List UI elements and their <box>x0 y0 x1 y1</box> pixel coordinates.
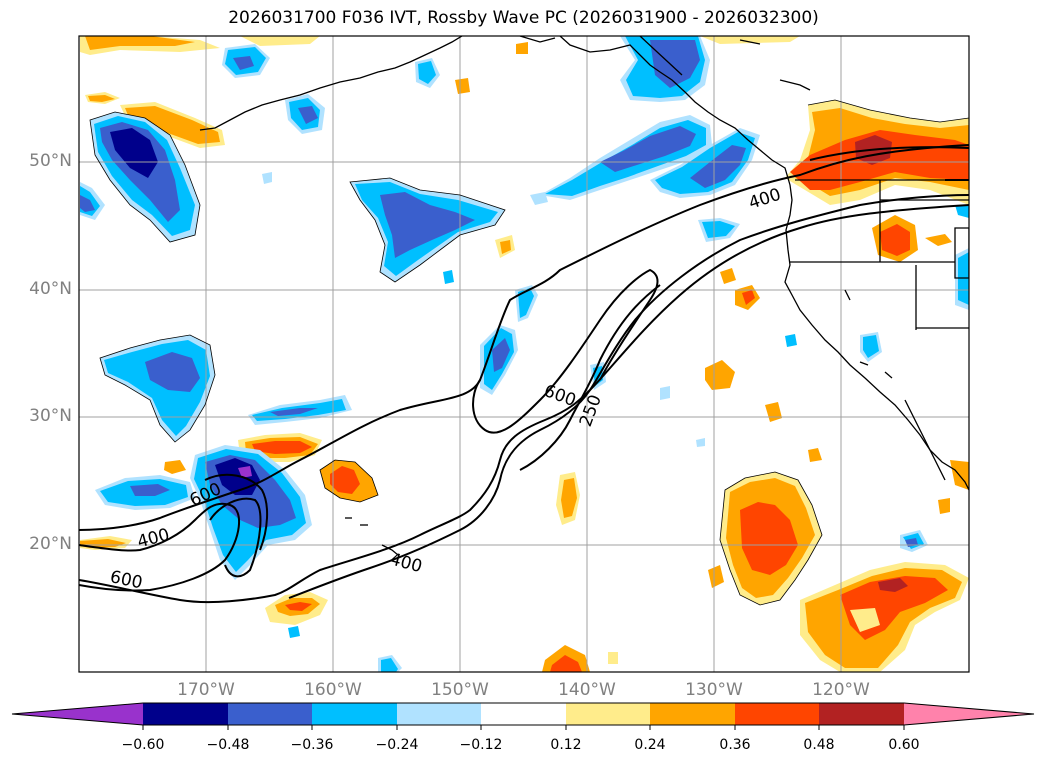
positive-patch-hawaii-east <box>320 460 378 502</box>
colorbar-tick-label: −0.60 <box>121 737 165 753</box>
negative-patch-alaska-coast <box>540 36 760 242</box>
negative-patch-gulf <box>350 178 505 282</box>
lon-label: 130°W <box>685 680 743 700</box>
colorbar-tick-label: −0.36 <box>290 737 334 753</box>
contour-label: 400 <box>388 549 425 577</box>
colorbar-bin <box>312 703 397 725</box>
contour-label: 400 <box>135 525 172 553</box>
positive-patch-nevada <box>872 215 952 262</box>
lon-label: 160°W <box>304 680 362 700</box>
negative-patch-central-pacific <box>100 335 215 442</box>
lon-label: 170°W <box>177 680 235 700</box>
lon-label: 150°W <box>431 680 489 700</box>
map-frame <box>78 35 970 673</box>
colorbar-tick-label: 0.12 <box>550 737 582 753</box>
colorbar-bin <box>481 703 566 725</box>
colorbar-extend-low <box>12 703 143 725</box>
colorbar-tick-label: 0.48 <box>803 737 835 753</box>
lon-label: 120°W <box>812 680 870 700</box>
colorbar-bin <box>735 703 819 725</box>
colorbar-bin <box>143 703 228 725</box>
lat-label: 50°N <box>29 151 72 171</box>
lon-label: 140°W <box>558 680 616 700</box>
positive-patch-south-central <box>720 472 822 605</box>
colorbar-bin <box>228 703 312 725</box>
anomaly-outlines <box>89 99 969 606</box>
colorbar-tick-label: 0.36 <box>719 737 751 753</box>
colorbar-bin <box>650 703 735 725</box>
colorbar-bin <box>397 703 481 725</box>
colorbar <box>11 702 1035 730</box>
colorbar-tick-label: −0.24 <box>375 737 419 753</box>
lat-label: 20°N <box>29 534 72 554</box>
negative-patch-aleutian-west <box>90 112 200 242</box>
colorbar-tick-label: −0.48 <box>206 737 250 753</box>
coastlines <box>199 36 969 556</box>
lat-label: 30°N <box>29 406 72 426</box>
grid-lines <box>79 36 969 672</box>
negative-patch-west-hawaii <box>95 445 312 580</box>
colorbar-bin <box>819 703 904 725</box>
positive-patch-small <box>80 36 969 672</box>
positive-patch-nw-coast <box>785 100 969 205</box>
contour-label: 600 <box>541 381 578 411</box>
lat-label: 40°N <box>29 279 72 299</box>
contour-lines <box>79 144 969 604</box>
colorbar-tick-label: 0.24 <box>634 737 666 753</box>
map-title: 2026031700 F036 IVT, Rossby Wave PC (202… <box>228 8 819 28</box>
colorbar-tick-label: 0.60 <box>888 737 920 753</box>
positive-patch-southeast <box>800 562 969 672</box>
colorbar-extend-high <box>904 703 1034 725</box>
shaded-anomalies <box>80 36 969 672</box>
colorbar-tick-label: −0.12 <box>459 737 503 753</box>
colorbar-bin <box>566 703 650 725</box>
